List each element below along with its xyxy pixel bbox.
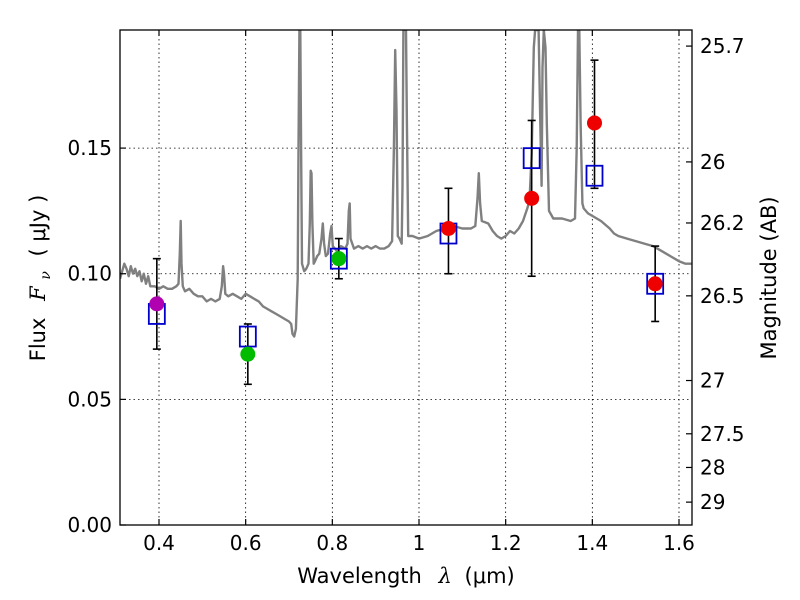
model-band-flux-square bbox=[329, 247, 348, 270]
model-band-flux-square bbox=[238, 325, 257, 348]
x-tick-label: 1.6 bbox=[663, 531, 695, 555]
observed-flux-point bbox=[149, 296, 165, 312]
model-spectrum-line bbox=[120, 30, 692, 338]
y2-tick-label: 27.5 bbox=[700, 422, 745, 446]
y-axis-label-text: Flux bbox=[26, 318, 50, 362]
y2-tick-label: 25.7 bbox=[700, 34, 745, 58]
data-layer bbox=[120, 30, 692, 386]
y-axis-label-units: ( μJy ) bbox=[26, 195, 50, 257]
y-axis-label: Flux F ν ( μJy ) bbox=[26, 195, 55, 362]
x-tick-label: 0.6 bbox=[230, 531, 262, 555]
y2-tick-label: 29 bbox=[700, 490, 725, 514]
model-band-flux-square bbox=[646, 272, 665, 295]
x-tick-label: 1.4 bbox=[576, 531, 608, 555]
y2-tick-label: 27 bbox=[700, 369, 725, 393]
model-band-flux-square bbox=[585, 164, 604, 187]
grid-lines bbox=[120, 30, 692, 526]
y-axis-label-subscript: ν bbox=[38, 271, 54, 280]
observed-flux-point bbox=[331, 251, 347, 267]
observed-flux-point bbox=[587, 115, 602, 131]
observed-flux-point bbox=[647, 276, 663, 292]
x-tick-label: 0.8 bbox=[316, 531, 348, 555]
model-band-flux-square bbox=[522, 147, 541, 170]
x-axis-label: Wavelength λ (μm) bbox=[297, 564, 514, 588]
y-tick-label: 0.05 bbox=[67, 387, 112, 411]
y2-tick-label: 26 bbox=[700, 150, 725, 174]
observed-flux-point bbox=[240, 346, 256, 362]
x-axis-label-text: Wavelength bbox=[297, 564, 422, 588]
y-tick-label: 0.15 bbox=[67, 136, 112, 160]
y-tick-label: 0.10 bbox=[67, 262, 112, 286]
y2-tick-label: 26.2 bbox=[700, 211, 745, 235]
x-tick-label: 1 bbox=[413, 531, 426, 555]
observed-flux-point bbox=[524, 190, 540, 206]
y2-tick-label: 28 bbox=[700, 455, 725, 479]
x-tick-label: 1.2 bbox=[490, 531, 522, 555]
observed-flux-point bbox=[440, 221, 456, 237]
y2-axis-label: Magnitude (AB) bbox=[757, 196, 781, 359]
y2-tick-label: 26.5 bbox=[700, 284, 745, 308]
y-axis-label-symbol: F bbox=[26, 285, 50, 302]
x-axis-label-symbol: λ bbox=[438, 564, 452, 588]
plot-frame bbox=[119, 29, 693, 526]
ticks: 0.4 0.6 0.8 1 1.2 1.4 1.6 0.00 0.05 0.10 0.15 25.7 2… bbox=[67, 30, 745, 555]
x-tick-label: 0.4 bbox=[143, 531, 175, 555]
y-tick-label: 0.00 bbox=[67, 513, 112, 537]
x-axis-label-units: (μm) bbox=[465, 564, 515, 588]
